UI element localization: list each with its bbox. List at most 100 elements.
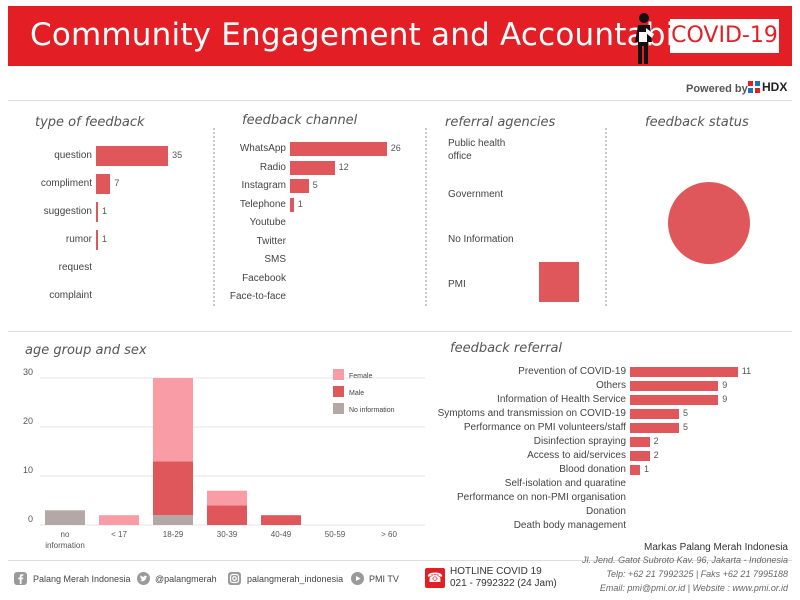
panel-title-referral-agencies: referral agencies (445, 115, 556, 130)
header-banner: Community Engagement and Accountability … (8, 6, 792, 66)
bar (290, 197, 294, 212)
category-label: compliment (40, 178, 92, 189)
panel-title-feedback-status: feedback status (645, 115, 749, 130)
bar-segment (261, 515, 301, 525)
footer-instagram[interactable]: palangmerah_indonesia (247, 574, 344, 584)
category-label: Prevention of COVID-19 (518, 366, 626, 377)
x-tick-label: 40-49 (271, 530, 292, 539)
org-email-website[interactable]: Email: pmi@pmi.or.id | Website : www.pmi… (599, 583, 788, 593)
bar-segment (207, 490, 247, 506)
category-label: suggestion (43, 206, 92, 217)
youtube-icon[interactable] (351, 572, 364, 585)
category-label: Twitter (256, 235, 286, 247)
phone-icon[interactable]: ☎ (425, 568, 445, 588)
referral-agency-public-health: Public health office (448, 138, 506, 162)
legend-label: Female (349, 373, 372, 380)
bar-value-label: 12 (338, 161, 349, 172)
category-label: Youtube (249, 217, 286, 228)
x-tick-label: > 60 (381, 530, 397, 539)
bar-value-label: 11 (741, 366, 752, 376)
bar-value-label: 7 (114, 178, 120, 188)
bar (290, 142, 387, 156)
bar-value-label: 5 (683, 408, 689, 418)
category-label: Face-to-face (229, 291, 286, 302)
bar-segment (45, 510, 85, 525)
category-label: WhatsApp (239, 143, 286, 154)
footer-facebook[interactable]: Palang Merah Indonesia (33, 574, 131, 584)
bar (630, 367, 738, 377)
legend-label: Male (349, 390, 364, 397)
bar-segment (153, 515, 193, 525)
bar (630, 437, 650, 447)
bar (96, 146, 169, 166)
bar-segment (153, 461, 193, 516)
category-label: Telephone (239, 198, 286, 210)
hdx-label: HDX (762, 80, 788, 94)
y-tick-label: 30 (23, 367, 33, 377)
category-label: rumor (65, 234, 92, 245)
feedback-status-pie (668, 182, 750, 264)
bar-value-label: 35 (172, 150, 183, 160)
instagram-icon[interactable] (228, 572, 241, 585)
category-label: Blood donation (559, 464, 626, 475)
divider-bottom (8, 560, 792, 561)
bar-value-label: 2 (653, 436, 659, 446)
powered-by-label: Powered by (686, 83, 748, 95)
category-label: Symptoms and transmission on COVID-19 (437, 408, 626, 419)
hdx-icon (748, 81, 760, 93)
x-tick-label: 50-59 (325, 530, 346, 539)
category-label: SMS (264, 254, 286, 265)
bar-segment (153, 378, 193, 462)
bar (96, 202, 99, 222)
org-name: Markas Palang Merah Indonesia (644, 542, 788, 553)
category-label: Donation (585, 506, 626, 517)
bar-value-label: 9 (722, 380, 728, 390)
referral-agency-no-information: No Information (448, 234, 514, 245)
bar-value-label: 1 (644, 464, 650, 474)
bar-value-label: 1 (297, 198, 303, 209)
separator-2 (425, 128, 427, 306)
x-tick-label: < 17 (111, 530, 127, 539)
legend-label: No information (349, 407, 395, 414)
bar-value-label: 1 (102, 234, 108, 244)
category-label: Others (595, 380, 626, 391)
x-tick-label: information (45, 541, 85, 550)
hotline: HOTLINE COVID 19 021 - 7992322 (24 Jam) (450, 566, 557, 590)
panel-title-feedback-channel: feedback channel (242, 113, 358, 128)
y-tick-label: 0 (28, 514, 33, 524)
legend-swatch (333, 369, 344, 380)
age-group-and-sex-chart: 0 10 20 30 no information < 17 18-29 30-39 40-49 5… (23, 367, 425, 550)
bar (96, 174, 111, 194)
bar (630, 409, 679, 419)
category-label: Radio (259, 161, 286, 173)
category-label: question (54, 150, 92, 161)
bar (630, 381, 719, 391)
bar-value-label: 1 (102, 206, 108, 216)
x-tick-label: 30-39 (217, 530, 238, 539)
x-tick-label: 18-29 (163, 530, 184, 539)
bar (630, 395, 719, 405)
bar-value-label: 9 (722, 394, 728, 404)
hdx-logo[interactable]: HDX (748, 80, 787, 94)
person-silhouette-icon (635, 13, 654, 64)
bar-value-label: 26 (390, 143, 401, 153)
x-tick-label: no (61, 530, 70, 539)
bar-segment (99, 515, 139, 525)
bar (630, 451, 650, 461)
twitter-icon[interactable] (137, 572, 150, 585)
y-tick-label: 20 (23, 416, 33, 426)
footer-youtube[interactable]: PMI TV (369, 574, 399, 584)
bar (630, 465, 640, 475)
bar-value-label: 5 (312, 180, 318, 190)
footer-twitter[interactable]: @palangmerah (155, 574, 217, 584)
category-label: Instagram (241, 180, 286, 191)
category-label: Self-isolation and quaratine (504, 478, 626, 489)
hotline-number[interactable]: 021 - 7992322 (24 Jam) (450, 578, 557, 589)
category-label: Performance on non-PMI organisation (457, 492, 626, 503)
separator-3 (605, 128, 607, 306)
facebook-icon[interactable] (14, 572, 27, 585)
panel-title-feedback-referral: feedback referral (450, 341, 563, 356)
divider-top (8, 100, 792, 101)
panel-title-type-of-feedback: type of feedback (35, 115, 145, 130)
hotline-title: HOTLINE COVID 19 (450, 566, 542, 577)
